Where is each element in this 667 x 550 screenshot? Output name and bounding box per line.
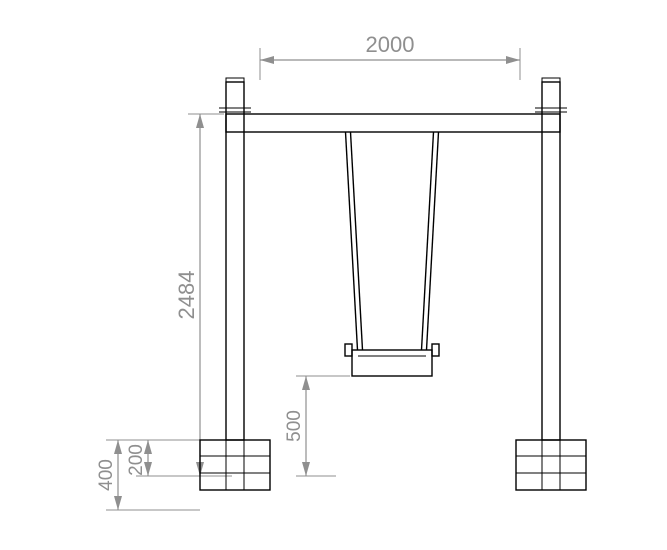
top-beam — [226, 114, 560, 132]
swing-chain-left — [346, 132, 363, 350]
structure-layer — [200, 78, 586, 490]
dim-seat-clearance-label: 500 — [284, 410, 305, 442]
dim-overall-height-label: 2484 — [174, 271, 199, 320]
right-post — [542, 82, 560, 440]
dim-footing-upper-label: 200 — [126, 444, 147, 476]
left-post — [226, 82, 244, 440]
dim-footing-total-label: 400 — [96, 459, 117, 491]
swing-elevation-drawing: 2000 2484 500 200 400 — [0, 0, 667, 550]
right-footing — [516, 440, 586, 490]
dim-width-top-label: 2000 — [366, 32, 415, 57]
left-footing — [200, 440, 270, 490]
swing-seat — [345, 344, 439, 376]
dimension-layer: 2000 2484 500 200 400 — [96, 32, 520, 510]
swing-chain-right — [422, 132, 439, 350]
